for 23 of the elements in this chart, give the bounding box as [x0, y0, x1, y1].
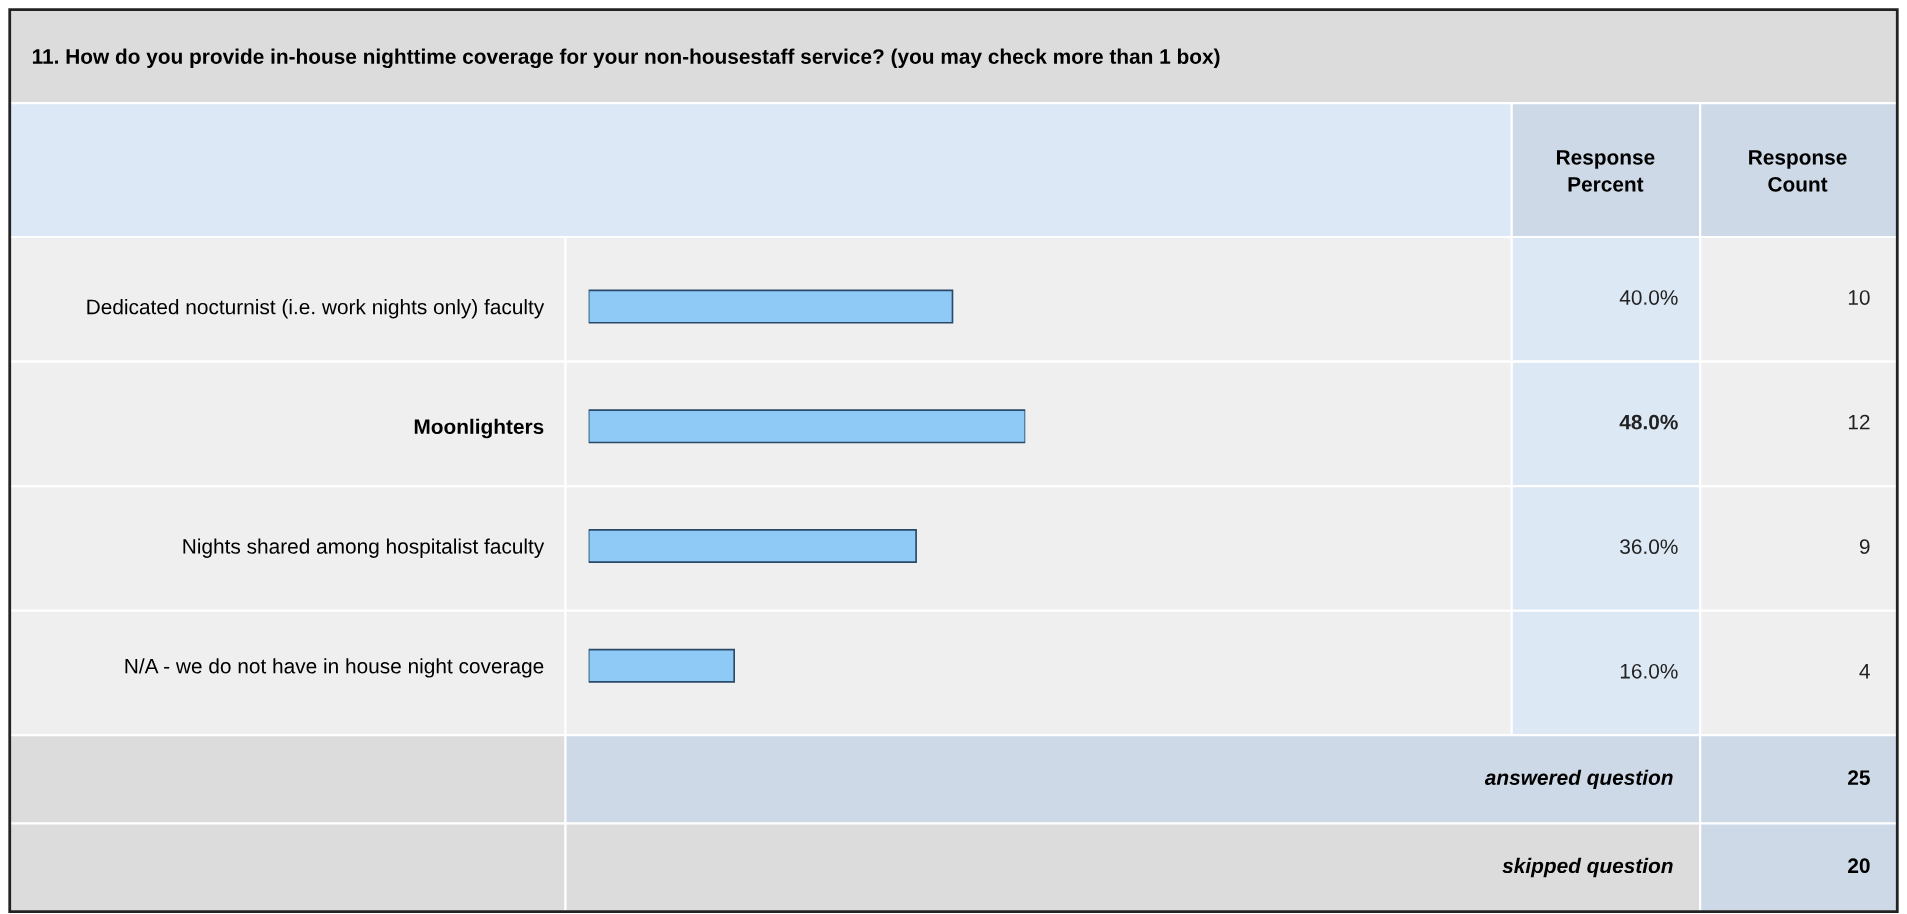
y-tick-label: Dedicated nocturnist (i.e. work nights only) faculty [87, 299, 545, 319]
text: 9 [1859, 539, 1870, 555]
y-tick-label: Nights shared among hospitalist faculty [183, 538, 545, 558]
text: 12 [1848, 414, 1870, 430]
data-label: 48.0% [1619, 414, 1678, 430]
data-label: 40.0% [1619, 290, 1678, 305]
data-label: 16.0% [1620, 663, 1678, 679]
bar [588, 648, 736, 683]
text: answered question [1484, 769, 1673, 790]
bar [588, 409, 1026, 444]
text: 10 [1848, 290, 1870, 305]
text: 25 [1848, 770, 1870, 785]
text: 4 [1859, 664, 1870, 679]
text: 20 [1848, 858, 1870, 874]
data-label: 36.0% [1620, 539, 1678, 555]
y-tick-label: N/A - we do not have in house night coverage [125, 658, 544, 678]
bar [588, 289, 954, 324]
text: Response Count [1749, 150, 1847, 192]
text: skipped question [1502, 857, 1673, 878]
y-tick-label: Moonlighters [414, 418, 544, 439]
bar [588, 529, 917, 564]
text: Response Percent [1557, 150, 1655, 192]
chart-title: 11. How do you provide in-house nighttime coverage for your non-housestaff service? (you may check more than 1 box) [32, 48, 1220, 69]
